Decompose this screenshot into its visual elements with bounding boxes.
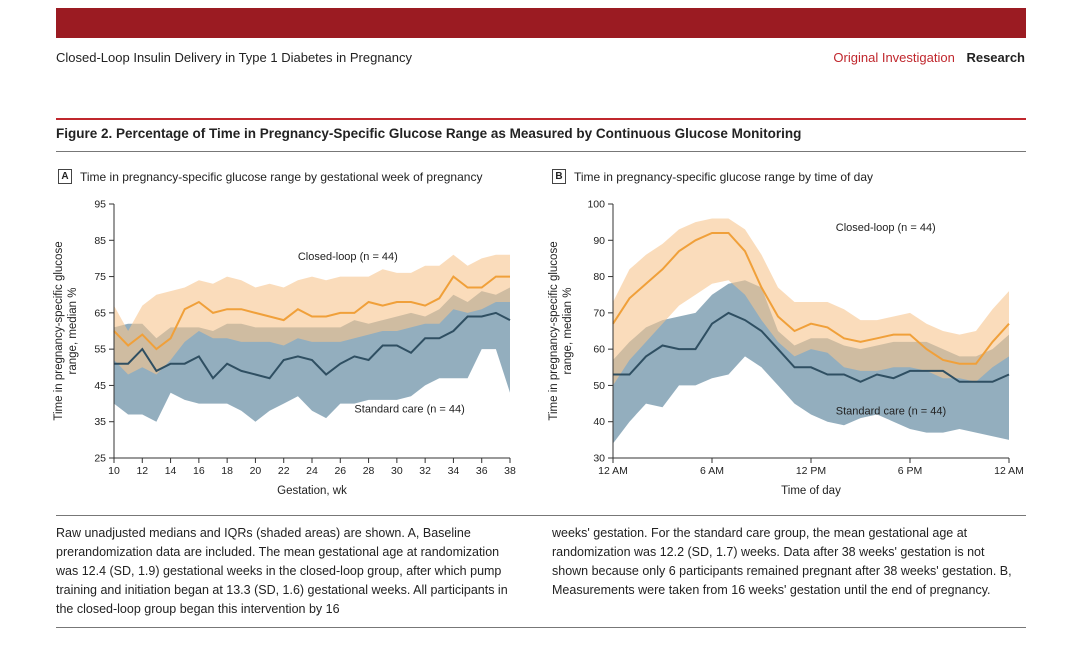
y-tick-label: 95 — [94, 199, 106, 211]
panel-a-letter: A — [58, 169, 72, 184]
y-tick-label: 80 — [593, 271, 605, 283]
y-axis-label: Time in pregnancy-specific glucose range,… — [548, 241, 574, 420]
y-tick-label: 40 — [593, 416, 605, 428]
x-tick-label: 34 — [448, 465, 460, 477]
closed-loop-median-line — [612, 232, 1010, 365]
panel-b-header: B Time in pregnancy-specific glucose ran… — [552, 169, 873, 184]
x-tick-label: 12 PM — [796, 465, 826, 477]
standard-care-median-line — [114, 311, 511, 380]
y-tick-label: 30 — [593, 453, 605, 465]
y-axis-label-line-2: range, median % — [562, 288, 574, 375]
y-axis-label-line-1: Time in pregnancy-specific glucose — [548, 241, 560, 420]
x-tick-label: 22 — [278, 465, 290, 477]
y-tick-label: 55 — [94, 344, 106, 356]
y-axis-label-line-2: range, median % — [67, 288, 79, 375]
caption-right: weeks' gestation. For the standard care … — [552, 526, 1012, 597]
x-tick-label: 36 — [476, 465, 488, 477]
x-tick-label: 26 — [334, 465, 346, 477]
y-tick-label: 85 — [94, 235, 106, 247]
caption-top-rule — [56, 515, 1026, 516]
x-axis-label: Gestation, wk — [277, 485, 347, 497]
y-tick-label: 60 — [593, 344, 605, 356]
standard-care-iqr-band — [613, 280, 1009, 444]
y-tick-label: 70 — [593, 307, 605, 319]
closed-loop-label: Closed-loop (n = 44) — [298, 251, 398, 263]
y-tick-label: 65 — [94, 307, 106, 319]
y-tick-label: 45 — [94, 380, 106, 392]
panel-b-letter: B — [552, 169, 566, 184]
y-tick-label: 50 — [593, 380, 605, 392]
y-tick-label: 75 — [94, 271, 106, 283]
y-tick-label: 90 — [593, 235, 605, 247]
x-tick-label: 38 — [504, 465, 516, 477]
standard-care-label: Standard care (n = 44) — [354, 404, 464, 416]
closed-loop-label: Closed-loop (n = 44) — [836, 222, 936, 234]
x-tick-label: 12 — [136, 465, 148, 477]
closed-loop-iqr-band — [613, 218, 1009, 386]
closed-loop-median-line — [113, 275, 510, 351]
closed-loop-iqr-band — [114, 254, 510, 375]
figure-title: Figure 2. Percentage of Time in Pregnanc… — [56, 126, 802, 141]
x-tick-label: 28 — [363, 465, 375, 477]
x-tick-label: 20 — [250, 465, 262, 477]
chart-panel-a: 25 35 45 55 65 75 85 95 10 12 14 16 18 20 22 24 26 28 30 32… — [53, 199, 516, 498]
y-tick-label: 25 — [94, 453, 106, 465]
chart-panel-b: 30 40 50 60 70 80 90 100 12 AM 6 AM 12 PM 6 PM 12 AM… — [548, 199, 1024, 498]
y-tick-label: 35 — [94, 416, 106, 428]
x-tick-label: 14 — [165, 465, 177, 477]
panel-a-header: A Time in pregnancy-specific glucose ran… — [58, 169, 482, 184]
x-tick-label: 12 AM — [994, 465, 1024, 477]
standard-care-label: Standard care (n = 44) — [836, 405, 946, 417]
y-tick-label: 100 — [587, 199, 605, 211]
figure-title-rule — [56, 151, 1026, 152]
x-tick-label: 18 — [221, 465, 233, 477]
x-tick-label: 6 PM — [898, 465, 923, 477]
x-tick-label: 24 — [306, 465, 318, 477]
standard-care-median-line — [613, 311, 1010, 383]
running-title: Closed-Loop Insulin Delivery in Type 1 D… — [56, 50, 413, 65]
caption-left: Raw unadjusted medians and IQRs (shaded … — [56, 526, 508, 616]
caption-bottom-rule — [56, 627, 1026, 628]
panel-b-title: Time in pregnancy-specific glucose range… — [574, 169, 874, 184]
x-tick-label: 12 AM — [598, 465, 628, 477]
section-tags: Original Investigation Research — [833, 50, 1025, 65]
x-tick-label: 6 AM — [700, 465, 724, 477]
panel-a-title: Time in pregnancy-specific glucose range… — [80, 169, 483, 184]
journal-header-bar — [56, 8, 1026, 38]
x-tick-label: 10 — [108, 465, 120, 477]
y-axis-label-line-1: Time in pregnancy-specific glucose — [53, 241, 65, 420]
x-tick-label: 30 — [391, 465, 403, 477]
y-axis-label: Time in pregnancy-specific glucose range,… — [53, 241, 79, 420]
section-research[interactable]: Research — [966, 50, 1025, 65]
x-tick-label: 16 — [193, 465, 205, 477]
figure-top-rule — [56, 118, 1026, 120]
x-tick-label: 32 — [419, 465, 431, 477]
x-axis-label: Time of day — [781, 485, 841, 497]
section-original-investigation[interactable]: Original Investigation — [833, 50, 955, 65]
